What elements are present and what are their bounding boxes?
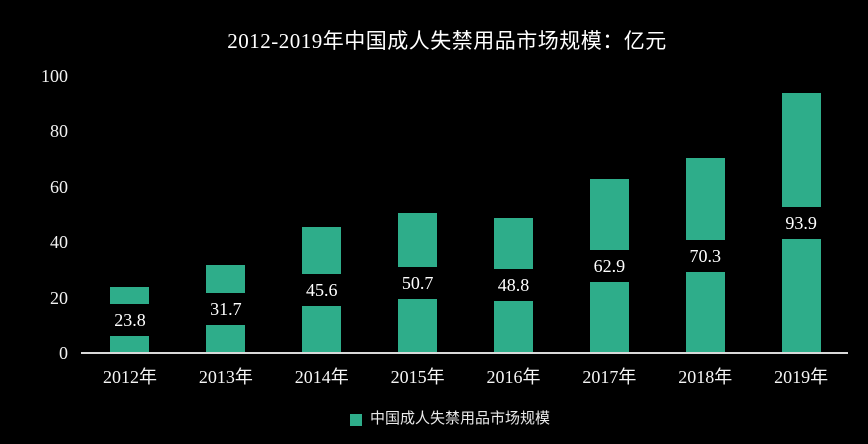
- x-tick-label: 2014年: [294, 367, 349, 387]
- x-axis-line: [81, 352, 848, 354]
- bar-value-label: 70.3: [682, 239, 728, 272]
- x-tick-label: 2013年: [198, 367, 253, 387]
- x-tick-label: 2017年: [582, 367, 637, 387]
- bar-value-label: 31.7: [203, 293, 249, 326]
- y-tick-label: 100: [41, 66, 68, 86]
- bar-value-label: 93.9: [778, 206, 824, 239]
- chart-title: 2012-2019年中国成人失禁用品市场规模：亿元: [227, 29, 667, 53]
- x-tick-label: 2015年: [390, 367, 445, 387]
- y-tick-label: 0: [59, 343, 68, 363]
- bar-value-label: 23.8: [107, 304, 153, 337]
- bar-value-label: 48.8: [490, 269, 537, 302]
- bar-value-label: 50.7: [394, 266, 441, 299]
- x-tick-label: 2019年: [774, 367, 829, 387]
- bar-value-label: 62.9: [586, 249, 633, 282]
- y-tick-label: 60: [50, 176, 68, 197]
- x-tick-label: 2018年: [678, 367, 733, 387]
- y-axis: 0 20 40 60 80 100: [0, 67, 68, 362]
- plot-area: 23.8 31.7 45.6 50.7 48.8 62.9 70.3 93.9: [81, 76, 848, 354]
- y-tick-label: 20: [50, 287, 68, 308]
- x-axis-labels: 2012年 2013年 2014年 2015年 2016年 2017年 2018年 2019年: [81, 366, 848, 392]
- legend-label: 中国成人失禁用品市场规模: [369, 411, 550, 427]
- bar-value-label: 45.6: [298, 273, 345, 306]
- x-tick-label: 2012年: [102, 367, 157, 387]
- x-tick-label: 2016年: [486, 367, 541, 387]
- legend: 中国成人失禁用品市场规模: [32, 412, 868, 427]
- legend-swatch-icon: [349, 413, 362, 426]
- y-tick-label: 80: [50, 121, 68, 142]
- y-tick-label: 40: [50, 232, 68, 253]
